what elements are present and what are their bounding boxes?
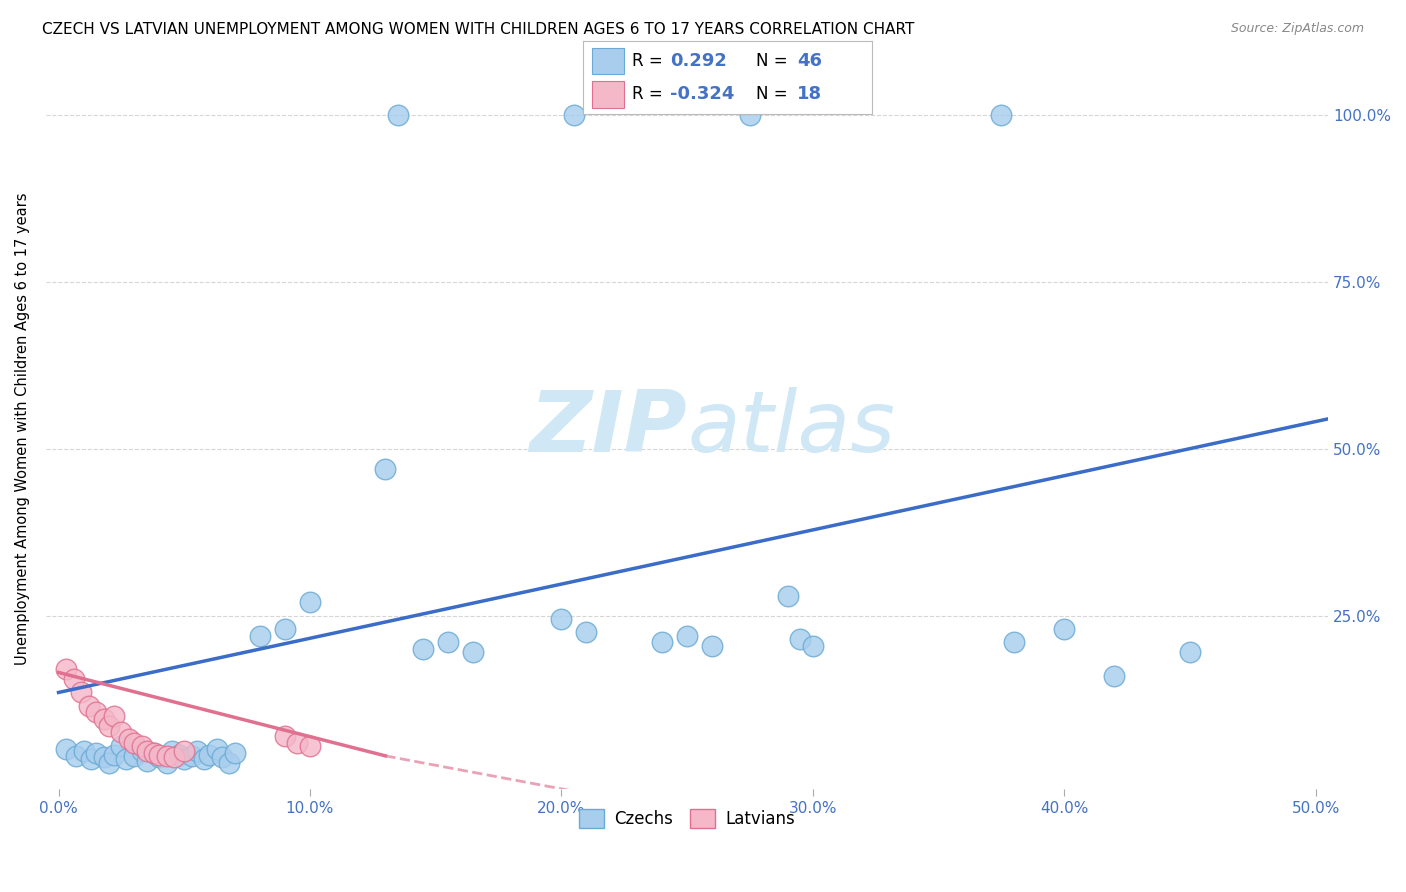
Point: [148, 750, 170, 764]
Point: [274, 622, 297, 636]
Point: [103, 708, 125, 723]
Text: CZECH VS LATVIAN UNEMPLOYMENT AMONG WOMEN WITH CHILDREN AGES 6 TO 17 YEARS CORRE: CZECH VS LATVIAN UNEMPLOYMENT AMONG WOME…: [42, 22, 914, 37]
Text: ZIP: ZIP: [530, 387, 688, 470]
Point: [173, 752, 195, 766]
Point: [115, 752, 138, 766]
Point: [131, 743, 153, 757]
Point: [1053, 622, 1076, 636]
Point: [1104, 669, 1126, 683]
Legend: Czechs, Latvians: Czechs, Latvians: [572, 803, 801, 835]
Point: [1002, 635, 1025, 649]
Point: [776, 589, 799, 603]
Point: [651, 635, 673, 649]
Point: [110, 725, 132, 739]
Text: -0.324: -0.324: [671, 86, 734, 103]
Point: [148, 747, 170, 762]
Point: [84, 746, 107, 760]
Point: [122, 735, 145, 749]
Text: R =: R =: [633, 52, 668, 70]
Point: [205, 742, 228, 756]
Point: [173, 743, 195, 757]
Point: [298, 739, 321, 753]
Point: [702, 639, 724, 653]
Text: Source: ZipAtlas.com: Source: ZipAtlas.com: [1230, 22, 1364, 36]
Point: [103, 747, 125, 762]
Point: [163, 750, 186, 764]
Text: 18: 18: [797, 86, 823, 103]
Point: [437, 635, 460, 649]
Point: [77, 698, 100, 713]
Point: [65, 748, 87, 763]
Point: [135, 754, 157, 768]
Point: [131, 739, 153, 753]
Point: [55, 742, 77, 756]
Point: [1178, 645, 1201, 659]
Point: [387, 108, 409, 122]
FancyBboxPatch shape: [592, 81, 624, 108]
Text: N =: N =: [756, 52, 793, 70]
Point: [676, 629, 699, 643]
Point: [93, 712, 115, 726]
Point: [990, 108, 1012, 122]
Point: [97, 756, 120, 770]
Point: [738, 108, 761, 122]
Point: [218, 756, 240, 770]
Point: [550, 612, 572, 626]
Y-axis label: Unemployment Among Women with Children Ages 6 to 17 years: Unemployment Among Women with Children A…: [15, 193, 30, 665]
Point: [93, 750, 115, 764]
Point: [143, 746, 166, 760]
Point: [224, 746, 246, 760]
Point: [249, 629, 271, 643]
Point: [156, 748, 179, 763]
Point: [62, 672, 84, 686]
Point: [84, 706, 107, 720]
Text: 0.292: 0.292: [671, 52, 727, 70]
Point: [274, 729, 297, 743]
Point: [135, 743, 157, 757]
Point: [575, 625, 598, 640]
Point: [463, 645, 485, 659]
Text: 46: 46: [797, 52, 821, 70]
Text: N =: N =: [756, 86, 793, 103]
Point: [160, 743, 183, 757]
Point: [97, 719, 120, 733]
Point: [180, 748, 202, 763]
Point: [122, 748, 145, 763]
Point: [167, 747, 190, 762]
Point: [55, 662, 77, 676]
Text: R =: R =: [633, 86, 668, 103]
Point: [562, 108, 585, 122]
FancyBboxPatch shape: [592, 47, 624, 74]
Point: [193, 752, 215, 766]
Point: [143, 746, 166, 760]
Point: [211, 750, 233, 764]
Point: [198, 747, 221, 762]
Point: [298, 595, 321, 609]
Point: [118, 732, 141, 747]
Point: [110, 739, 132, 753]
Point: [801, 639, 824, 653]
Point: [789, 632, 811, 646]
Point: [287, 735, 309, 749]
Point: [156, 756, 179, 770]
Text: atlas: atlas: [688, 387, 896, 470]
Point: [186, 743, 208, 757]
Point: [73, 743, 96, 757]
Point: [70, 685, 93, 699]
Point: [374, 462, 396, 476]
Point: [80, 752, 103, 766]
Point: [412, 642, 434, 657]
